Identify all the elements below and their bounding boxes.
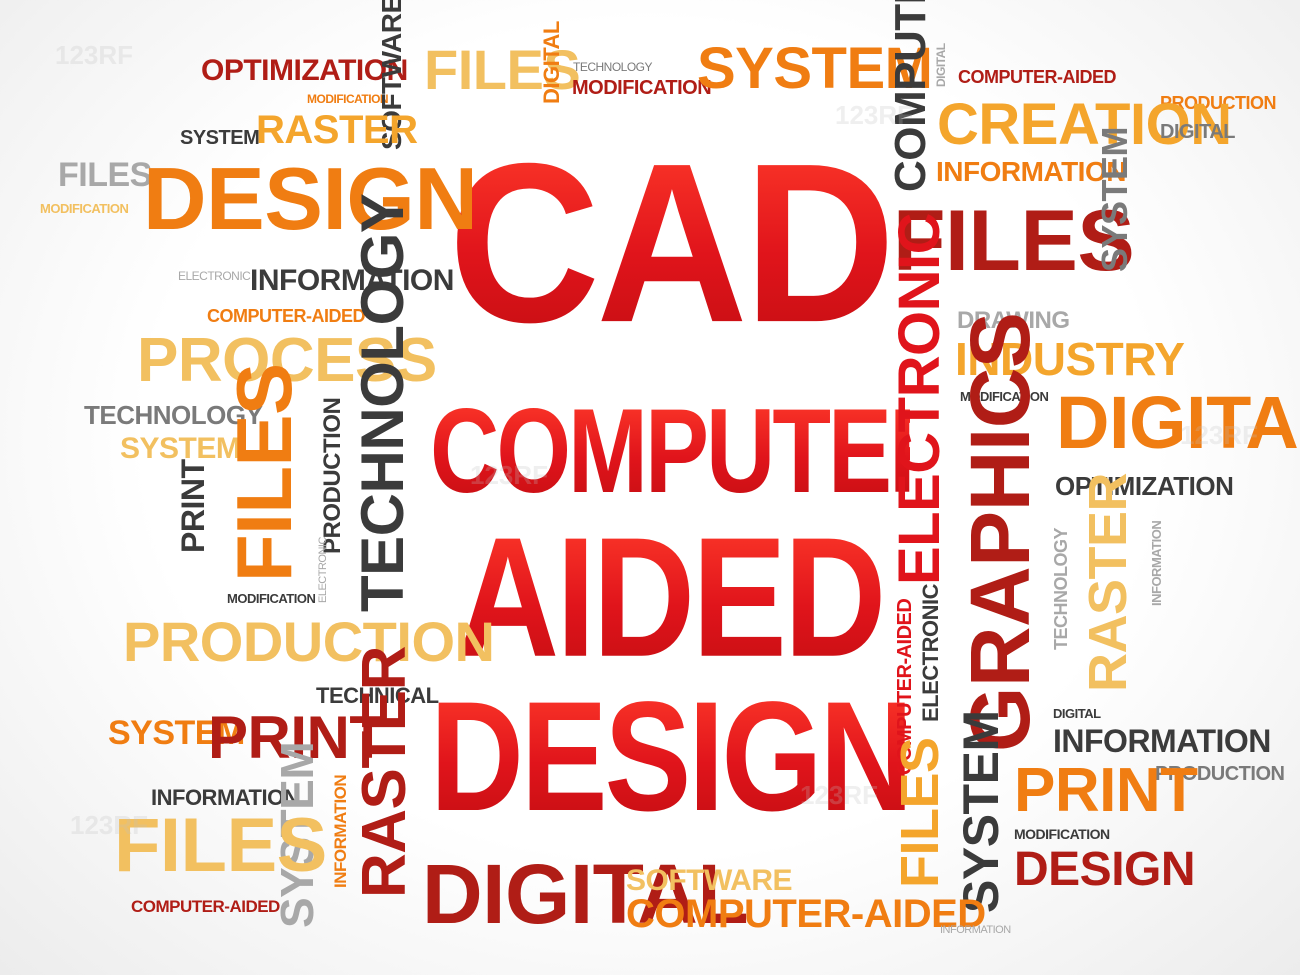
word: ELECTRONIC bbox=[178, 269, 251, 283]
word: MODIFICATION bbox=[307, 92, 389, 106]
word: TECHNOLOGY bbox=[349, 193, 416, 612]
word: FILES bbox=[220, 363, 308, 582]
word: COMPUTER-AIDED bbox=[207, 306, 366, 326]
word: SYSTEM bbox=[697, 36, 933, 101]
word: SYSTEM bbox=[1094, 126, 1135, 272]
word: DESIGN bbox=[143, 149, 478, 248]
word: ELECTRONIC bbox=[317, 537, 329, 603]
headline-line-computer: COMPUTER bbox=[430, 384, 958, 519]
watermark: 123RF bbox=[800, 780, 879, 810]
word: RASTER bbox=[350, 646, 419, 898]
word: FILES bbox=[58, 156, 152, 194]
word: PRINT bbox=[208, 704, 386, 771]
word: DIGITAL bbox=[934, 43, 948, 87]
word: INDUSTRY bbox=[955, 333, 1185, 385]
word: INFORMATION bbox=[1053, 723, 1271, 759]
word: MODIFICATION bbox=[1014, 826, 1110, 842]
word: MODIFICATION bbox=[40, 201, 129, 216]
word: FILES bbox=[893, 193, 1135, 289]
word: PRODUCTION bbox=[1155, 763, 1285, 785]
word: TECHNOLOGY bbox=[1051, 527, 1071, 650]
word: FILES bbox=[890, 737, 950, 888]
word: TECHNICAL bbox=[316, 683, 439, 708]
word: PRODUCTION bbox=[1160, 93, 1277, 113]
word: FILES bbox=[114, 803, 327, 888]
word: MODIFICATION bbox=[572, 77, 712, 99]
word: MODIFICATION bbox=[960, 389, 1049, 404]
word: COMPUTER-AIDED bbox=[131, 897, 280, 916]
word: DRAWING bbox=[957, 307, 1070, 334]
word: PRODUCTION bbox=[123, 610, 495, 673]
watermark: 123RF bbox=[55, 40, 134, 70]
word: ELECTRONIC bbox=[918, 584, 943, 722]
word: TECHNOLOGY bbox=[573, 60, 653, 74]
word: MODIFICATION bbox=[227, 591, 316, 606]
word: RASTER bbox=[256, 108, 418, 152]
word: DIGITAL bbox=[422, 847, 749, 941]
headline-line-design: DESIGN bbox=[430, 668, 913, 844]
watermark: 123RF bbox=[70, 810, 149, 840]
word: INFORMATION bbox=[151, 785, 300, 810]
word: INFORMATION bbox=[936, 156, 1126, 187]
word: DIGITAL bbox=[1160, 121, 1236, 143]
word: COMPUTER-AIDED bbox=[958, 67, 1117, 87]
word: RASTER bbox=[1078, 472, 1138, 692]
word: GRAPHICS bbox=[953, 312, 1047, 752]
word: ELECTRONIC bbox=[887, 213, 952, 585]
watermark: 123RF bbox=[1180, 420, 1259, 450]
word: SYSTEM bbox=[120, 432, 241, 465]
word: SYSTEM bbox=[108, 714, 245, 752]
word: DIGITAL bbox=[1056, 381, 1300, 464]
word: OPTIMIZATION bbox=[1055, 471, 1234, 501]
headline-line-aided: AIDED bbox=[430, 512, 910, 683]
word: COMPUTER bbox=[886, 0, 935, 192]
word: INFORMATION bbox=[940, 924, 1011, 936]
word: PRINT bbox=[1014, 756, 1198, 825]
word: CREATION bbox=[937, 92, 1232, 157]
watermark: 123RF bbox=[835, 100, 914, 130]
word: PRINT bbox=[175, 459, 211, 554]
word: DIGITAL bbox=[539, 21, 564, 104]
word: INFORMATION bbox=[1149, 520, 1164, 606]
word: PROCESS bbox=[137, 326, 437, 395]
word: FILES bbox=[424, 38, 581, 101]
headline-line-cad: CAD bbox=[430, 129, 910, 357]
word: SYSTEM bbox=[953, 710, 1009, 913]
word: PRODUCTION bbox=[319, 397, 346, 554]
word: COMPUTER-AIDED bbox=[626, 892, 986, 936]
word: INFORMATION bbox=[331, 774, 350, 888]
word: SYSTEM bbox=[180, 127, 260, 149]
word: TECHNOLOGY bbox=[84, 400, 263, 430]
word: INFORMATION bbox=[250, 264, 454, 297]
word: DIGITAL bbox=[1053, 706, 1101, 721]
watermark: 123RF bbox=[470, 460, 549, 490]
word: SOFTWARE bbox=[626, 864, 793, 897]
headline: CAD COMPUTER AIDED DESIGN bbox=[430, 129, 958, 834]
word: OPTIMIZATION bbox=[201, 54, 408, 87]
word: DESIGN bbox=[1014, 843, 1196, 896]
